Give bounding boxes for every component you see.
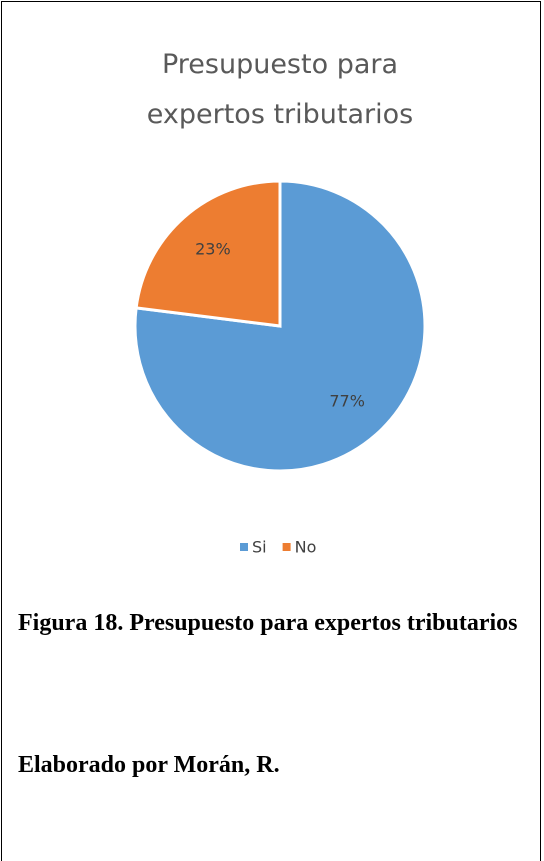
legend-swatch <box>240 543 248 551</box>
chart-title: Presupuesto para expertos tributarios <box>146 49 414 130</box>
pie-slice <box>133 179 427 473</box>
figure-caption: Figura 18. Presupuesto para expertos tri… <box>18 610 518 636</box>
legend-swatch <box>282 543 291 551</box>
legend-label: No <box>295 538 317 557</box>
credit: Elaborado por Morán, R. <box>18 752 280 778</box>
data-label: 77% <box>329 392 365 411</box>
legend-label: Si <box>252 538 267 557</box>
pie-slice <box>134 179 282 328</box>
data-label: 23% <box>195 239 231 258</box>
